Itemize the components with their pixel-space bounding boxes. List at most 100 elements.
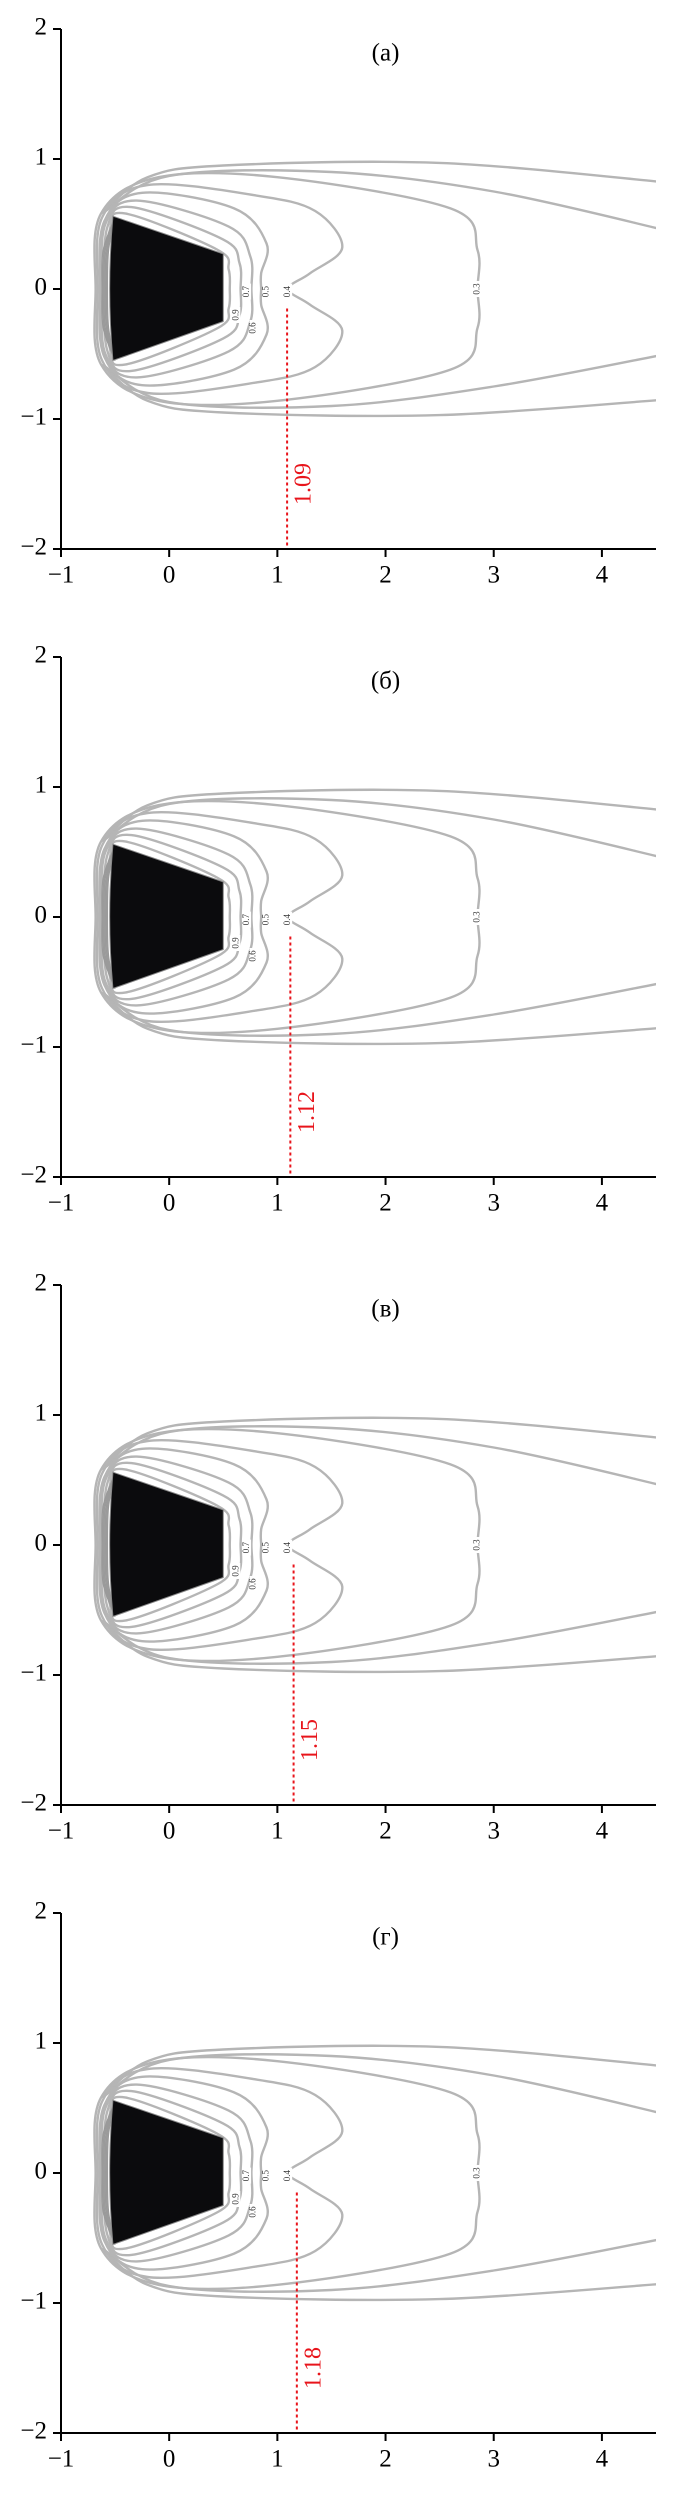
contour-label-bg <box>262 911 271 928</box>
front-line <box>102 217 116 361</box>
contour-label-bg <box>232 1563 241 1579</box>
panel-title: (а) <box>372 40 400 67</box>
front-line <box>101 217 116 361</box>
x-tick-label: 3 <box>487 2446 500 2473</box>
contour-label: 0.7 <box>241 285 251 297</box>
streamline <box>103 994 656 1046</box>
contour-label: 0.3 <box>472 911 482 923</box>
x-tick-label: 4 <box>596 2446 609 2473</box>
contour-line <box>98 191 269 387</box>
front-line <box>105 2101 116 2245</box>
contour-label: 0.4 <box>282 1541 292 1553</box>
front-line <box>105 1473 116 1617</box>
streamline <box>101 169 656 230</box>
contour-label: 0.5 <box>261 2169 271 2181</box>
front-line <box>103 845 116 989</box>
front-line <box>103 217 116 361</box>
contour-label: 0.5 <box>261 285 271 297</box>
streamline <box>103 2044 656 2096</box>
contour-label-bg <box>284 1539 293 1556</box>
contour-label-bg <box>262 283 271 300</box>
panel-title: (в) <box>371 1296 399 1323</box>
front-line <box>103 1473 116 1617</box>
y-tick-label: 2 <box>35 642 48 669</box>
contour-label: 0.6 <box>248 1578 258 1590</box>
x-tick-label: 3 <box>487 1818 500 1845</box>
contour-line <box>105 2095 232 2251</box>
x-tick-label: 2 <box>379 2446 392 2473</box>
front-line <box>106 217 116 361</box>
contour-line <box>102 1461 243 1629</box>
contour-line <box>105 211 232 367</box>
y-tick-label: 2 <box>35 1270 48 1297</box>
y-tick-label: 1 <box>35 1400 48 1427</box>
contour-label-bg <box>249 948 258 964</box>
contour-line <box>100 199 254 379</box>
contour-label: 0.6 <box>248 322 258 334</box>
contour-label-bg <box>243 2167 252 2184</box>
y-tick-label: −2 <box>20 1162 47 1189</box>
streamline <box>101 1610 656 1665</box>
streamline <box>101 982 656 1037</box>
plot-area: 0.9 0.7 0.6 0.5 0.4 0.3 <box>93 160 656 549</box>
x-tick-label: 0 <box>163 1190 176 1217</box>
contour-label: 0.4 <box>282 285 292 297</box>
plot-area: 0.9 0.7 0.6 0.5 0.4 0.3 <box>93 788 656 1177</box>
y-tick-label: 1 <box>35 2028 48 2055</box>
contour-label-bg <box>249 320 258 336</box>
y-tick-label: −1 <box>20 1660 47 1687</box>
contour-label: 0.6 <box>248 2206 258 2218</box>
front-line <box>104 845 116 989</box>
contour-label-bg <box>232 2191 241 2207</box>
streamline <box>101 2238 656 2293</box>
plot-area: 0.9 0.7 0.6 0.5 0.4 0.3 <box>93 1416 656 1805</box>
contour-label: 0.3 <box>472 283 482 295</box>
contour-label: 0.4 <box>282 913 292 925</box>
y-tick-label: 1 <box>35 772 48 799</box>
contour-label-bg <box>284 2167 293 2184</box>
front-line <box>102 2101 116 2245</box>
streamline <box>101 2053 656 2114</box>
y-tick-label: −1 <box>20 404 47 431</box>
marker-label: 1.09 <box>291 463 317 505</box>
y-tick-label: 0 <box>35 2158 48 2185</box>
y-tick-label: −2 <box>20 1790 47 1817</box>
x-tick-label: 0 <box>163 562 176 589</box>
streamline <box>101 797 656 858</box>
contour-label-bg <box>243 283 252 300</box>
contour-line <box>98 819 269 1015</box>
marker-label: 1.18 <box>300 2347 326 2389</box>
x-tick-label: 2 <box>379 1818 392 1845</box>
front-line <box>103 2101 116 2245</box>
x-tick-label: 1 <box>271 2446 284 2473</box>
contour-label-bg <box>243 911 252 928</box>
front-line <box>102 845 116 989</box>
contour-label-bg <box>284 911 293 928</box>
front-line <box>101 845 116 989</box>
contour-line <box>105 1467 232 1623</box>
contour-label: 0.4 <box>282 2169 292 2181</box>
x-tick-label: −1 <box>48 1190 75 1217</box>
streamline <box>103 1416 656 1468</box>
front-line <box>105 845 116 989</box>
contour-label: 0.5 <box>261 913 271 925</box>
contour-label-bg <box>249 2204 258 2220</box>
front-line <box>106 845 116 989</box>
contour-line <box>102 205 243 373</box>
streamline <box>101 1425 656 1486</box>
front-line <box>102 1473 116 1617</box>
contour-label: 0.7 <box>241 913 251 925</box>
contour-label: 0.9 <box>230 1565 240 1577</box>
contour-line <box>102 833 243 1001</box>
front-line <box>105 217 116 361</box>
y-tick-label: 2 <box>35 14 48 41</box>
body <box>109 1471 224 1618</box>
y-tick-label: 2 <box>35 1898 48 1925</box>
streamline <box>103 2250 656 2302</box>
contour-label-bg <box>473 1537 482 1553</box>
x-tick-label: −1 <box>48 2446 75 2473</box>
y-tick-label: −2 <box>20 534 47 561</box>
front-line <box>106 2101 116 2245</box>
